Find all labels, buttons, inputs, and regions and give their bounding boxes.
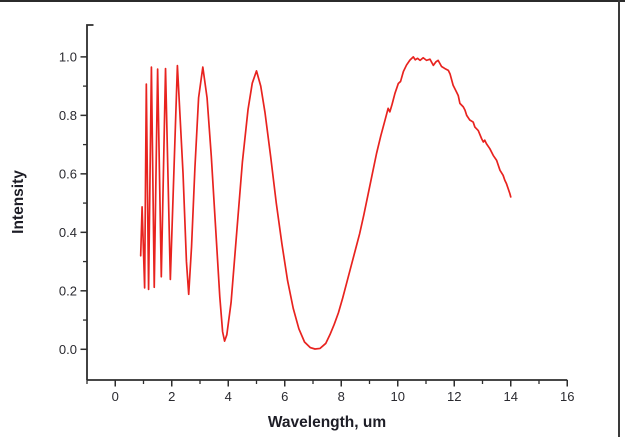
y-tick-label: 0.4: [59, 225, 77, 240]
x-axis-ticks: [86, 380, 568, 387]
x-axis-tick-labels: 0 2 4 6 8 10 12 14 16: [112, 389, 575, 404]
x-axis-title: Wavelength, um: [268, 414, 386, 431]
x-tick-label: 14: [504, 389, 518, 404]
y-tick-label: 0.2: [59, 283, 77, 298]
data-series: [139, 56, 512, 350]
window-right-edge: [618, 0, 620, 437]
y-tick-label: 1.0: [59, 49, 77, 64]
x-tick-label: 4: [225, 389, 232, 404]
y-axis-ticks: [80, 56, 87, 351]
x-tick-label: 2: [168, 389, 175, 404]
x-tick-label: 10: [391, 389, 405, 404]
y-axis-line: [86, 24, 94, 380]
x-tick-label: 8: [338, 389, 345, 404]
y-axis-tick-labels: 0.0 0.2 0.4 0.6 0.8 1.0: [59, 49, 77, 356]
window-top-edge: [0, 0, 625, 2]
spectrum-curve: [139, 56, 512, 350]
x-tick-label: 6: [281, 389, 288, 404]
y-tick-label: 0.6: [59, 166, 77, 181]
x-tick-label: 12: [447, 389, 461, 404]
axes: [86, 24, 568, 381]
y-tick-label: 0.8: [59, 108, 77, 123]
y-axis-title: Intensity: [10, 170, 27, 234]
y-tick-label: 0.0: [59, 342, 77, 357]
x-tick-label: 0: [112, 389, 119, 404]
x-tick-label: 16: [560, 389, 574, 404]
